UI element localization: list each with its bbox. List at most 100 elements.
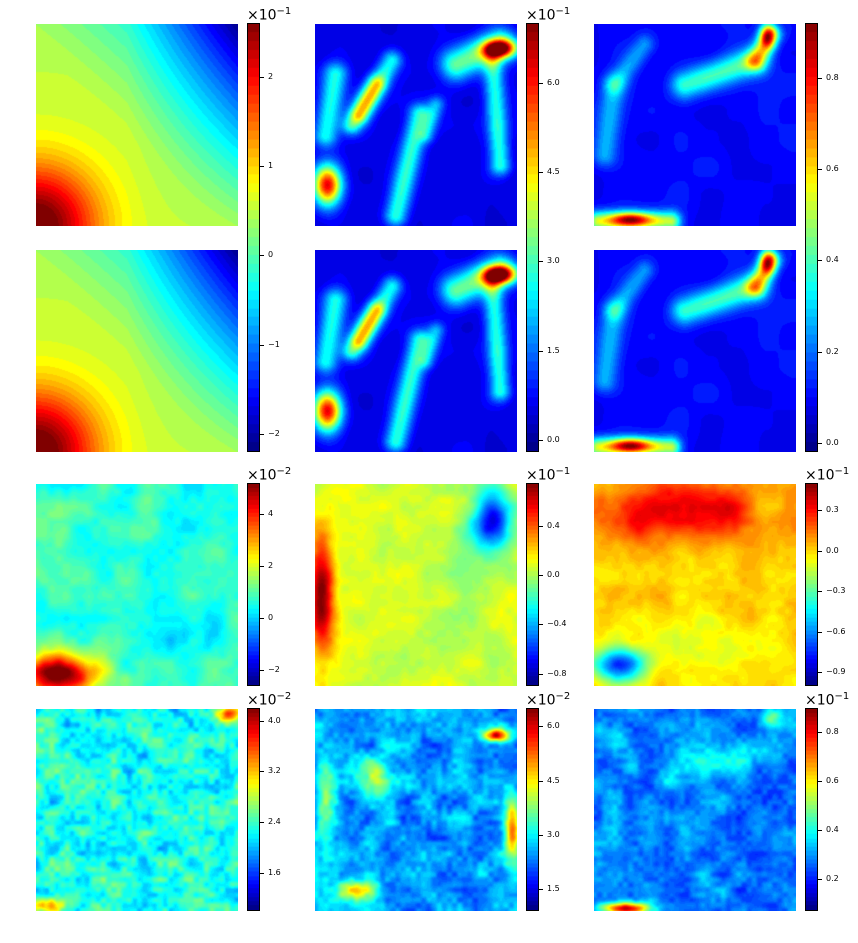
colorbar-tick-label: −0.9 [826, 667, 846, 676]
colorbar-tick [539, 674, 543, 675]
heatmap-canvas [594, 484, 796, 686]
colorbar-gradient [527, 484, 538, 685]
colorbar-gradient [527, 24, 538, 451]
colorbar-tick-label: 2 [268, 72, 274, 81]
colorbar-cb-r3-c1 [526, 708, 539, 911]
colorbar-tick [260, 255, 264, 256]
heatmap-canvas [594, 250, 796, 452]
colorbar-tick [260, 77, 264, 78]
colorbar-cb-r01-c0 [247, 23, 260, 452]
colorbar-tick [260, 345, 264, 346]
colorbar-cb-r2-c1 [526, 483, 539, 686]
colorbar-tick [818, 830, 822, 831]
colorbar-tick [539, 351, 543, 352]
colorbar-tick [260, 670, 264, 671]
colorbar-tick-label: 0.8 [826, 73, 839, 82]
heatmap-panel-r2-c0 [36, 484, 238, 686]
heatmap-panel-r1-c1 [315, 250, 517, 452]
heatmap-panel-r3-c1 [315, 709, 517, 911]
colorbar-cb-r3-c0 [247, 708, 260, 911]
colorbar-tick [260, 822, 264, 823]
colorbar-scale-label: ×10−2 [247, 691, 292, 709]
colorbar-tick [818, 169, 822, 170]
colorbar-tick-label: 2 [268, 561, 274, 570]
colorbar-tick-label: 0.4 [547, 521, 560, 530]
colorbar-tick [260, 873, 264, 874]
colorbar-tick [539, 440, 543, 441]
colorbar-gradient [248, 24, 259, 451]
colorbar-gradient [248, 709, 259, 910]
colorbar-tick-label: 6.0 [547, 721, 560, 730]
colorbar-tick-label: 0.6 [826, 776, 839, 785]
colorbar-cb-r2-c0 [247, 483, 260, 686]
heatmap-panel-r0-c0 [36, 24, 238, 226]
heatmap-canvas [315, 24, 517, 226]
colorbar-tick [260, 514, 264, 515]
colorbar-tick [818, 672, 822, 673]
colorbar-tick-label: 6.0 [547, 78, 560, 87]
heatmap-canvas [36, 484, 238, 686]
colorbar-tick [539, 781, 543, 782]
colorbar-tick [818, 510, 822, 511]
colorbar-tick-label: 0.4 [826, 825, 839, 834]
colorbar-tick-label: 0.4 [826, 255, 839, 264]
colorbar-tick-label: −0.4 [547, 619, 567, 628]
colorbar-cb-r2-c2 [805, 483, 818, 686]
heatmap-panel-r3-c0 [36, 709, 238, 911]
colorbar-tick [818, 732, 822, 733]
colorbar-tick-label: 3.0 [547, 830, 560, 839]
colorbar-scale-label: ×10−2 [526, 691, 571, 709]
colorbar-tick-label: 0.6 [826, 164, 839, 173]
heatmap-panel-r0-c2 [594, 24, 796, 226]
colorbar-scale-label: ×10−1 [247, 6, 292, 24]
colorbar-cb-r01-c1 [526, 23, 539, 452]
colorbar-tick [818, 632, 822, 633]
colorbar-tick-label: 3.0 [547, 256, 560, 265]
heatmap-panel-r3-c2 [594, 709, 796, 911]
colorbar-gradient [806, 709, 817, 910]
colorbar-tick-label: −0.3 [826, 586, 846, 595]
colorbar-tick [539, 172, 543, 173]
colorbar-tick [539, 526, 543, 527]
heatmap-canvas [315, 484, 517, 686]
colorbar-tick-label: 1.6 [268, 868, 281, 877]
colorbar-tick-label: 4.5 [547, 167, 560, 176]
colorbar-cb-r3-c2 [805, 708, 818, 911]
colorbar-tick [818, 879, 822, 880]
colorbar-tick-label: 4 [268, 509, 274, 518]
heatmap-panel-r1-c0 [36, 250, 238, 452]
colorbar-scale-label: ×10−2 [247, 466, 292, 484]
colorbar-tick-label: −0.6 [826, 627, 846, 636]
heatmap-panel-r2-c1 [315, 484, 517, 686]
colorbar-tick-label: −1 [268, 340, 280, 349]
colorbar-scale-label: ×10−1 [805, 466, 850, 484]
heatmap-canvas [594, 709, 796, 911]
colorbar-tick [260, 618, 264, 619]
colorbar-tick [539, 835, 543, 836]
colorbar-tick-label: 0.8 [826, 727, 839, 736]
colorbar-tick [818, 260, 822, 261]
colorbar-tick [260, 566, 264, 567]
heatmap-canvas [315, 250, 517, 452]
colorbar-tick [539, 261, 543, 262]
colorbar-tick [260, 771, 264, 772]
colorbar-tick-label: 0 [268, 250, 274, 259]
colorbar-tick-label: 0.0 [826, 546, 839, 555]
colorbar-tick [539, 575, 543, 576]
colorbar-tick [539, 83, 543, 84]
heatmap-canvas [315, 709, 517, 911]
heatmap-panel-r2-c2 [594, 484, 796, 686]
colorbar-gradient [248, 484, 259, 685]
heatmap-canvas [36, 250, 238, 452]
colorbar-tick-label: 4.0 [268, 716, 281, 725]
colorbar-tick-label: 3.2 [268, 766, 281, 775]
colorbar-tick [539, 726, 543, 727]
colorbar-tick [818, 352, 822, 353]
heatmap-panel-r1-c2 [594, 250, 796, 452]
heatmap-canvas [36, 709, 238, 911]
colorbar-tick-label: 1 [268, 161, 274, 170]
colorbar-tick-label: 0.0 [547, 435, 560, 444]
colorbar-tick [818, 551, 822, 552]
colorbar-tick [260, 166, 264, 167]
